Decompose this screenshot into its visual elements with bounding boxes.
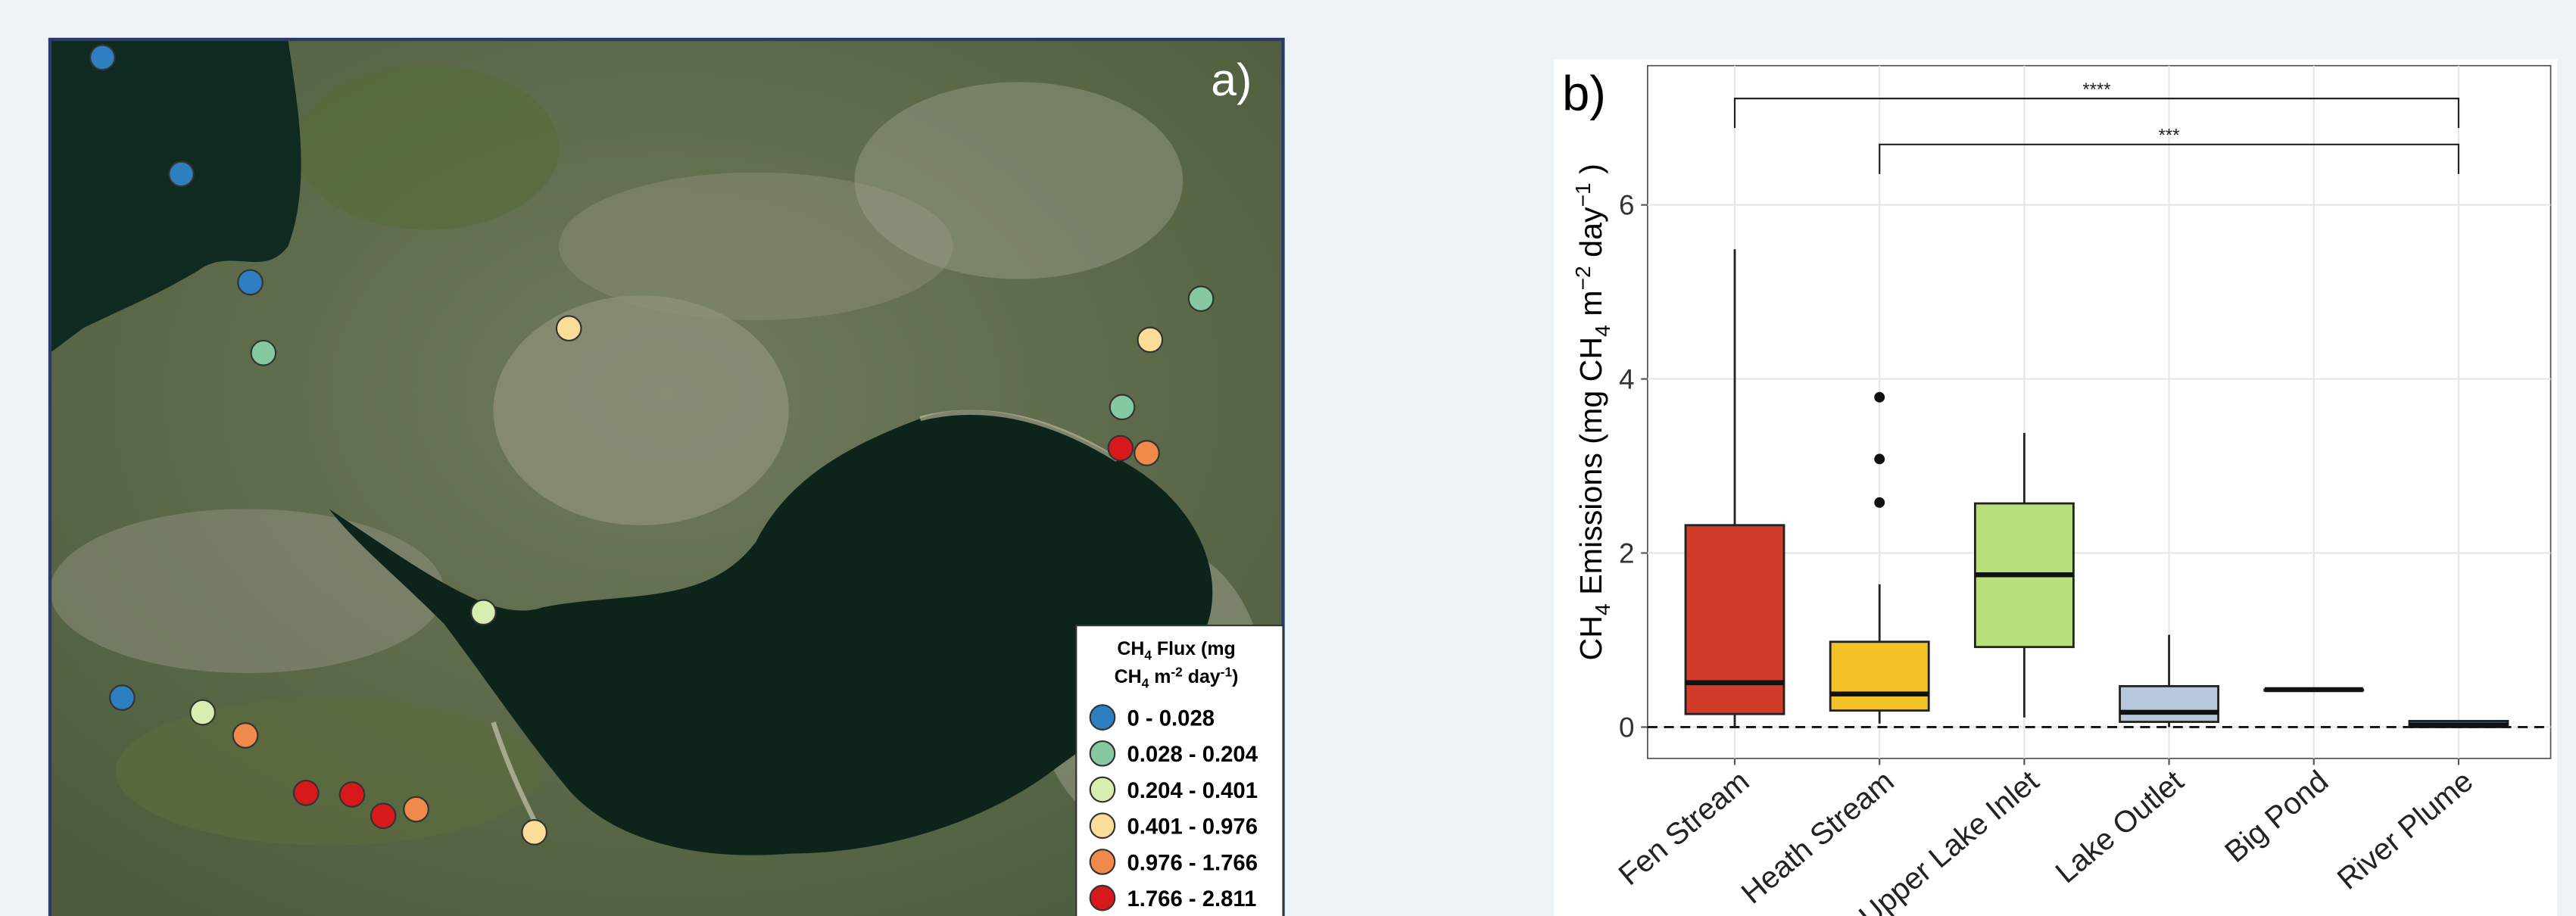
y-title-part: day xyxy=(1573,207,1608,266)
panel-label: a) xyxy=(1211,54,1252,105)
y-title-part: 4 xyxy=(1590,325,1614,337)
y-title-part: −1 xyxy=(1570,182,1595,207)
y-tick-label: 2 xyxy=(1619,538,1635,569)
site-marker xyxy=(250,339,277,366)
site-marker xyxy=(237,269,264,296)
significance-label: **** xyxy=(2082,79,2110,100)
legend-title-part: CH xyxy=(1115,666,1142,687)
chart-panel: b) CH4 Emissions (mg CH4 m−2 day−1 ) 024… xyxy=(1554,59,2558,916)
site-marker xyxy=(109,684,136,711)
chart-background xyxy=(1554,59,2558,916)
legend-label: 1.766 - 2.811 xyxy=(1127,887,1256,911)
legend-swatch xyxy=(1089,884,1116,911)
y-title-part: m xyxy=(1573,290,1608,325)
site-marker xyxy=(89,44,116,71)
site-marker xyxy=(403,796,429,823)
legend-title-part: CH xyxy=(1117,638,1144,659)
legend-title-part: -2 xyxy=(1171,664,1182,679)
legend-swatch xyxy=(1089,704,1116,731)
y-tick-label: 4 xyxy=(1619,364,1635,395)
site-marker xyxy=(470,599,497,626)
outlier xyxy=(1874,497,1885,508)
y-tick-label: 6 xyxy=(1619,190,1635,221)
legend-label: 0.028 - 0.204 xyxy=(1127,743,1258,767)
plot-frame xyxy=(1647,64,2552,759)
y-title-part: CH xyxy=(1573,615,1608,661)
site-marker xyxy=(555,315,582,342)
legend-swatch xyxy=(1089,740,1116,767)
legend-title-part: 4 xyxy=(1144,648,1152,663)
legend-title: CH4 m-2 day-1) xyxy=(1115,664,1239,690)
legend: 0 - 0.028 0.028 - 0.204 0.204 - 0.401 0.401… xyxy=(1089,704,1258,911)
site-marker xyxy=(1107,435,1134,462)
site-marker xyxy=(232,722,259,749)
site-marker xyxy=(1187,285,1215,313)
legend-title-part: m xyxy=(1149,666,1171,687)
legend-title-part: day xyxy=(1183,666,1221,687)
legend-title-part: Flux (mg xyxy=(1152,638,1236,659)
site-marker xyxy=(370,802,397,830)
legend-label: 0.204 - 0.401 xyxy=(1127,779,1257,803)
site-marker xyxy=(292,780,320,806)
legend-swatch xyxy=(1089,849,1116,875)
y-title-part: Emissions (mg CH xyxy=(1573,337,1608,603)
y-title-part: 4 xyxy=(1590,603,1614,615)
site-marker xyxy=(338,781,366,808)
legend-title-part: 4 xyxy=(1142,676,1149,691)
legend-title-part: ) xyxy=(1232,666,1238,687)
y-tick-label: 0 xyxy=(1619,712,1635,743)
significance-bracket xyxy=(1879,143,2460,174)
legend-label: 0.976 - 1.766 xyxy=(1127,851,1257,875)
site-marker xyxy=(168,160,195,188)
site-marker xyxy=(1109,394,1136,421)
legend-title: CH4 Flux (mg xyxy=(1117,638,1235,663)
y-title-part: ) xyxy=(1573,164,1608,182)
panel-label: b) xyxy=(1562,65,1606,120)
legend-label: 0.401 - 0.976 xyxy=(1127,815,1257,840)
y-title-part: −2 xyxy=(1570,266,1595,290)
map-panel: a) CH4 Flux (mg CH4 m-2 day-1) 0 - 0.028… xyxy=(48,37,1285,916)
y-axis-title: CH4 Emissions (mg CH4 m−2 day−1 ) xyxy=(1570,164,1614,660)
significance-bracket xyxy=(1733,98,2460,129)
legend-swatch xyxy=(1089,812,1116,840)
outlier xyxy=(1874,391,1885,403)
site-marker xyxy=(1134,440,1160,466)
site-markers xyxy=(89,44,1215,846)
outlier xyxy=(1874,453,1885,465)
site-marker xyxy=(1137,326,1164,354)
map-image xyxy=(49,39,1283,916)
box xyxy=(1684,524,1785,715)
site-marker xyxy=(189,699,216,726)
legend-swatch xyxy=(1089,776,1116,803)
significance-label: *** xyxy=(2159,125,2180,145)
legend-label: 0 - 0.028 xyxy=(1127,706,1215,731)
box xyxy=(2119,685,2219,723)
legend-title-part: -1 xyxy=(1221,664,1233,679)
map-border xyxy=(48,37,1285,916)
site-marker xyxy=(521,819,548,846)
box xyxy=(1829,640,1930,712)
